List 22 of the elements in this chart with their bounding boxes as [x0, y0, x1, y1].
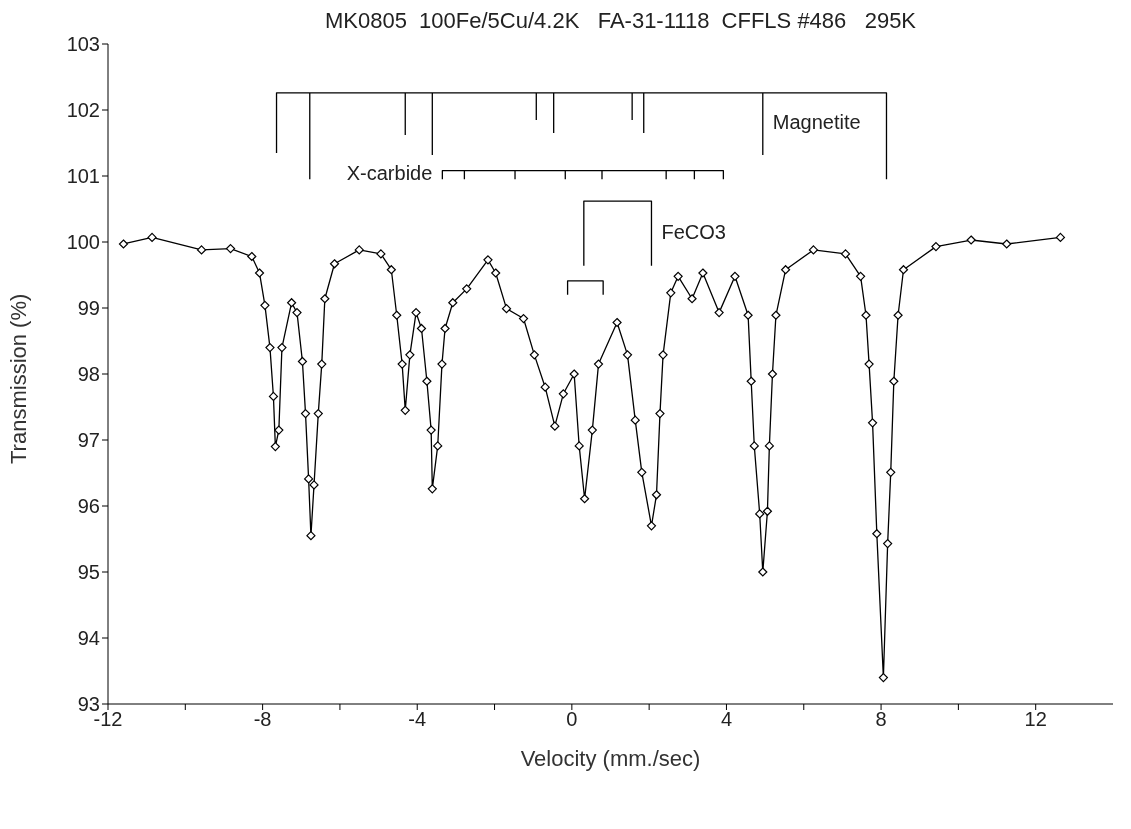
chart-title: MK0805 100Fe/5Cu/4.2K FA-31-1118 CFFLS #486 295K [323, 8, 918, 34]
x-tick-label: 8 [875, 708, 887, 731]
y-tick-label: 96 [77, 495, 100, 518]
y-axis-title: Transmission (%) [5, 293, 31, 464]
y-tick-label: 102 [66, 99, 100, 122]
series-label: Magnetite [772, 111, 861, 134]
y-tick-label: 94 [77, 627, 100, 650]
y-tick-label: 97 [77, 429, 100, 452]
series-label: X-carbide [346, 162, 433, 185]
y-tick-label: 95 [77, 561, 100, 584]
x-axis-title: Velocity (mm./sec) [520, 746, 701, 771]
x-tick-label: 12 [1024, 708, 1047, 731]
x-tick-label: 0 [566, 708, 578, 731]
y-tick-label: 103 [66, 33, 100, 56]
y-tick-label: 100 [66, 231, 100, 254]
y-tick-label: 99 [77, 297, 100, 320]
x-tick-label: -4 [408, 708, 427, 731]
y-tick-label: 101 [66, 165, 100, 188]
series-label: FeCO3 [661, 220, 726, 243]
x-tick-label: -8 [253, 708, 272, 731]
x-tick-label: 4 [720, 708, 733, 731]
y-tick-label: 98 [77, 363, 100, 386]
